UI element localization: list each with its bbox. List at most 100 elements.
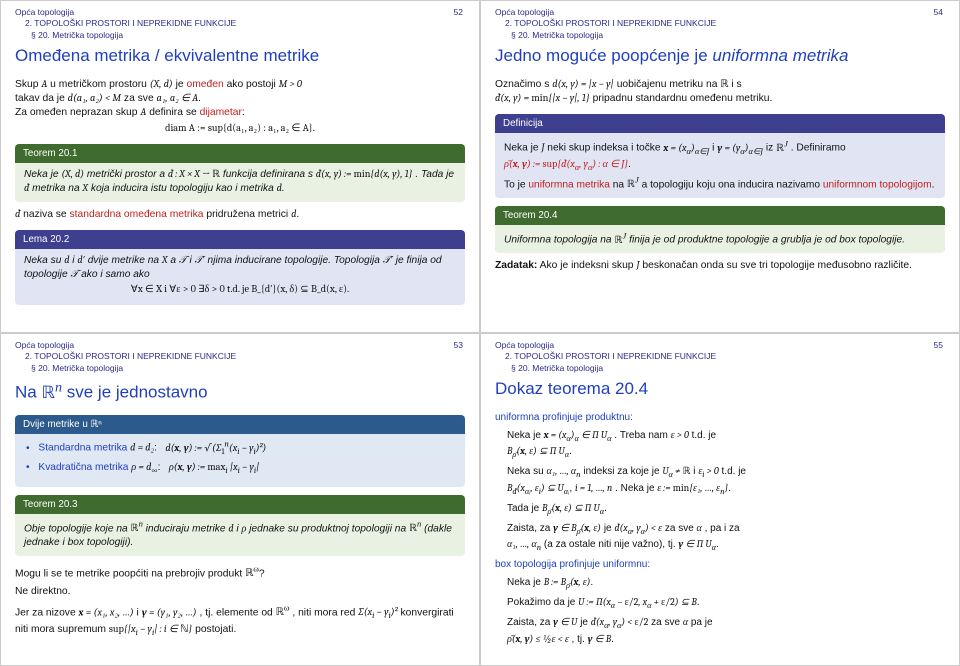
hdr-line2: 2. TOPOLOŠKI PROSTORI I NEPREKIDNE FUNKC…: [505, 351, 945, 362]
block-header: Dvije metrike u ℝⁿ: [15, 415, 465, 434]
t: Uniformna topologija na: [504, 235, 614, 246]
t: . Tada je: [415, 169, 454, 180]
lemma-20-2: Lema 20.2 Neka su d i d′ dvije metrike n…: [15, 230, 465, 306]
hdr-line1: Opća topologija: [15, 7, 465, 18]
t: , niti mora red: [292, 607, 358, 618]
term-std-bounded: standardna omeđena metrika: [70, 209, 204, 220]
hdr-line1: Opća topologija: [15, 340, 465, 351]
t: , pa i za: [705, 523, 740, 534]
t: Neka je: [507, 430, 544, 441]
hdr-line1: Opća topologija: [495, 340, 945, 351]
t: jednake su produktnoj topologiji na: [249, 523, 409, 534]
t: Ne direktno.: [15, 585, 465, 599]
t: metrički prostor a: [87, 169, 168, 180]
formula-diam: diam A := sup{d(a₁, a₂) : a₁, a₂ ∈ A}.: [15, 122, 465, 136]
t: Za omeđen neprazan skup: [15, 107, 140, 118]
block-header: Lema 20.2: [15, 230, 465, 249]
slide-header: Opća topologija 2. TOPOLOŠKI PROSTORI I …: [495, 340, 945, 374]
t: sve je jednostavno: [67, 383, 208, 402]
task-label: Zadatak:: [495, 260, 537, 271]
block-header: Teorem 20.1: [15, 144, 465, 163]
t: i s: [731, 79, 741, 90]
term-diameter: dijametar: [200, 107, 242, 118]
t: metrika na: [32, 183, 82, 194]
slide-body: Skup A u metričkom prostoru (X, d) je om…: [15, 78, 465, 305]
t: naziva se: [20, 209, 69, 220]
slide-title: Omeđena metrika / ekvivalentne metrike: [15, 45, 465, 68]
t: . Definiramo: [791, 143, 846, 154]
slide-body: Označimo s d(x, y) = |x − y| uobičajenu …: [495, 78, 945, 273]
t: . Treba nam: [614, 430, 670, 441]
term-uniform-topology: uniformnom topologijom: [823, 179, 932, 190]
slide-52: 52 Opća topologija 2. TOPOLOŠKI PROSTORI…: [0, 0, 480, 333]
slide-55: 55 Opća topologija 2. TOPOLOŠKI PROSTORI…: [480, 333, 960, 666]
t: za sve: [665, 523, 697, 534]
t: Obje topologije koje na: [24, 523, 130, 534]
t: Neka su: [507, 466, 546, 477]
hdr-line3: § 20. Metrička topologija: [511, 30, 945, 41]
t: Neka je: [24, 169, 61, 180]
hdr-line1: Opća topologija: [495, 7, 945, 18]
block-body: Standardna metrika d = d₂: d(x, y) := √(…: [15, 434, 465, 486]
t: funkcija definirana s: [223, 169, 316, 180]
t: Skup: [15, 79, 41, 90]
t: Neka je: [504, 143, 541, 154]
hdr-line3: § 20. Metrička topologija: [31, 30, 465, 41]
t: a topologiju koju ona inducira nazivamo: [642, 179, 823, 190]
hdr-line2: 2. TOPOLOŠKI PROSTORI I NEPREKIDNE FUNKC…: [505, 18, 945, 29]
t: Mogu li se te metrike poopćiti na prebro…: [15, 568, 245, 579]
t: (a za ostale niti nije važno), tj.: [544, 539, 679, 550]
t: ako i samo ako: [81, 269, 150, 280]
t: t.d. je: [692, 430, 716, 441]
t: beskonačan onda su sve tri topologije me…: [642, 260, 912, 271]
term-std-metric: Standardna metrika: [38, 443, 130, 454]
slide-title: Dokaz teorema 20.4: [495, 378, 945, 401]
t: , tj.: [572, 634, 588, 645]
t: je: [580, 617, 591, 628]
slide-body: Dvije metrike u ℝⁿ Standardna metrika d …: [15, 415, 465, 640]
slide-53: 53 Opća topologija 2. TOPOLOŠKI PROSTORI…: [0, 333, 480, 666]
t: Jer za nizove: [15, 607, 79, 618]
t: Označimo s: [495, 79, 552, 90]
block-header: Definicija: [495, 114, 945, 133]
t: u metričkom prostoru: [50, 79, 150, 90]
hdr-line2: 2. TOPOLOŠKI PROSTORI I NEPREKIDNE FUNKC…: [25, 351, 465, 362]
slide-header: Opća topologija 2. TOPOLOŠKI PROSTORI I …: [495, 7, 945, 41]
t: Neka je: [507, 577, 544, 588]
theorem-20-3: Teorem 20.3 Obje topologije koje na ℝn i…: [15, 495, 465, 556]
theorem-20-4: Teorem 20.4 Uniformna topologija na ℝJ f…: [495, 206, 945, 253]
block-header: Teorem 20.4: [495, 206, 945, 225]
slide-header: Opća topologija 2. TOPOLOŠKI PROSTORI I …: [15, 340, 465, 374]
term-uniform-metric: uniformna metrika: [528, 179, 610, 190]
t: Neka su: [24, 255, 64, 266]
t: neki skup indeksa i točke: [547, 143, 663, 154]
t: Tada je: [507, 503, 542, 514]
t: uniformna metrika: [712, 46, 848, 65]
page-number: 55: [934, 340, 943, 351]
theorem-20-1: Teorem 20.1 Neka je (X, d) metrički pros…: [15, 144, 465, 202]
t: definira se: [149, 107, 199, 118]
block-header: Teorem 20.3: [15, 495, 465, 514]
term-sq-metric: Kvadratična metrika: [38, 462, 131, 473]
page-number: 53: [454, 340, 463, 351]
page-number: 54: [934, 7, 943, 18]
section-uniform-refines: uniformna profinjuje produktnu:: [495, 411, 945, 425]
slide-body: uniformna profinjuje produktnu: Neka je …: [495, 411, 945, 646]
t: njima inducirane topologije. Topologija: [208, 255, 383, 266]
block-body: Obje topologije koje na ℝn induciraju me…: [15, 514, 465, 556]
t: ako postoji: [227, 79, 279, 90]
block-body: Neka je (X, d) metrički prostor a d̄ : X…: [15, 163, 465, 202]
t: induciraju metrike: [146, 523, 229, 534]
t: iz: [766, 143, 776, 154]
t: , tj. elemente od: [200, 607, 276, 618]
t: finija je od produktne topologije a grub…: [629, 235, 905, 246]
section-box-refines: box topologija profinjuje uniformnu:: [495, 558, 945, 572]
example-two-metrics: Dvije metrike u ℝⁿ Standardna metrika d …: [15, 415, 465, 487]
formula-lemma: ∀x ∈ X i ∀ε > 0 ∃δ > 0 t.d. je B_{d′}(x,…: [24, 283, 456, 297]
slide-title: Jedno moguće poopćenje je uniformna metr…: [495, 45, 945, 68]
t: je: [176, 79, 187, 90]
slide-title: Na ℝn sve je jednostavno: [15, 378, 465, 405]
t: Zaista, za: [507, 523, 553, 534]
slide-54: 54 Opća topologija 2. TOPOLOŠKI PROSTORI…: [480, 0, 960, 333]
t: koja inducira istu topologiju kao i metr…: [91, 183, 277, 194]
